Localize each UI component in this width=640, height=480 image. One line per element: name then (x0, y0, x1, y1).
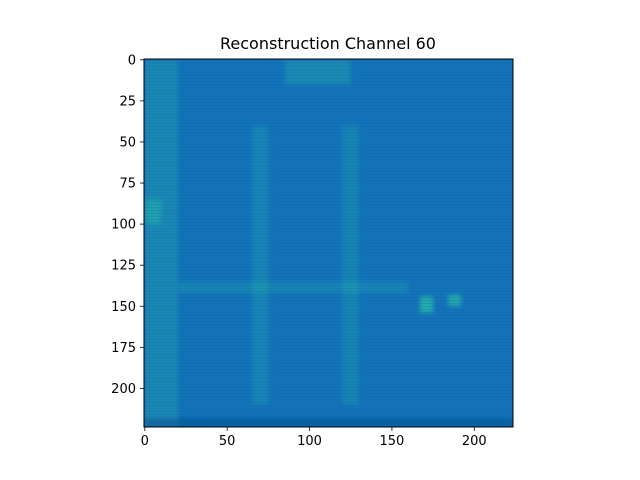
x-tick-label: 150 (380, 434, 405, 449)
y-tick-label: 50 (119, 135, 136, 150)
y-axis: 0 25 50 75 100 125 150 175 200 (111, 53, 144, 397)
x-tick-label: 50 (219, 434, 236, 449)
y-tick-label: 100 (111, 218, 136, 233)
axes-frame (143, 58, 514, 428)
y-tick-label: 175 (111, 341, 136, 356)
y-tick-label: 200 (111, 382, 136, 397)
y-tick-label: 75 (119, 177, 136, 192)
chart-title: Reconstruction Channel 60 (220, 34, 436, 53)
y-tick-label: 0 (128, 53, 136, 68)
x-tick-label: 0 (141, 434, 149, 449)
y-tick-label: 25 (119, 94, 136, 109)
heatmap-scanlines (144, 59, 513, 427)
x-tick-label: 100 (297, 434, 322, 449)
y-tick-label: 125 (111, 259, 136, 274)
y-tick-label: 150 (111, 300, 136, 315)
heatmap-image (144, 59, 513, 427)
x-tick-label: 200 (462, 434, 487, 449)
x-axis: 0 50 100 150 200 (141, 427, 487, 449)
